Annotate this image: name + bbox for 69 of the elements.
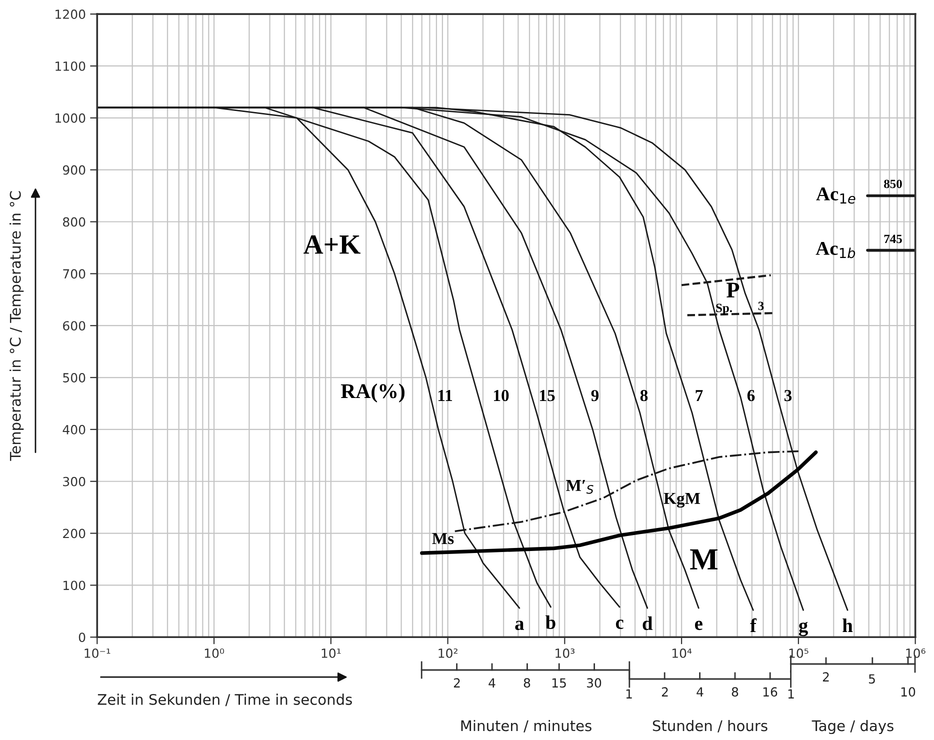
y-tick-label: 900 <box>62 165 86 175</box>
x-tick-label: 10⁴ <box>672 648 692 658</box>
annotation: 3 <box>784 390 792 402</box>
x-tick-label: 10⁵ <box>789 648 808 658</box>
annotation: 850 <box>884 180 902 188</box>
series-label: f <box>750 618 757 632</box>
annotation: 11 <box>438 390 452 402</box>
series-label: h <box>842 618 853 632</box>
series-label: a <box>515 620 524 630</box>
text: 8 <box>524 678 530 688</box>
series-label: c <box>616 620 624 630</box>
y-tick-label: 100 <box>64 580 86 590</box>
annotation: M′$_{S}$ <box>566 480 594 494</box>
annotation: 10 <box>494 390 509 402</box>
annotation: Ms <box>432 533 454 544</box>
y-tick-label: 1000 <box>56 113 86 123</box>
x-tick-label: 10⁻¹ <box>84 648 110 658</box>
annotation: 15 <box>540 390 555 402</box>
annotation: 8 <box>640 390 648 402</box>
text: 2 <box>454 678 460 688</box>
annotation: 745 <box>884 234 902 244</box>
text: 1 <box>626 689 632 698</box>
text: Tage / days <box>812 720 894 734</box>
annotation: Sp. <box>716 304 732 315</box>
annotation: KgM <box>664 492 700 508</box>
y-tick-label: 400 <box>62 424 86 434</box>
y-tick-label: 700 <box>63 269 86 279</box>
x-tick-label: 10⁶ <box>906 648 926 658</box>
text: 5 <box>868 674 875 684</box>
annotation: 6 <box>747 390 755 402</box>
text: 2 <box>822 672 829 682</box>
text: 15 <box>552 678 566 688</box>
y-tick-label: 800 <box>63 217 86 227</box>
series-label: d <box>642 616 653 630</box>
text: 8 <box>732 687 738 697</box>
y-tick-label: 1200 <box>56 10 86 19</box>
series-label: Ac$_{1b}$ <box>816 242 856 258</box>
y-tick-label: 200 <box>63 528 86 538</box>
y-tick-label: 500 <box>63 372 86 382</box>
annotation: P <box>726 282 740 298</box>
y-axis-title: Temperatur in °C / Temperature in °C <box>10 191 24 461</box>
annotation: RA(%) <box>340 384 404 402</box>
x-tick-label: 10¹ <box>322 648 341 658</box>
series-label: g <box>798 622 808 636</box>
text: 2 <box>662 687 668 696</box>
y-tick-label: 300 <box>63 476 86 486</box>
text: Minuten / minutes <box>461 720 592 732</box>
x-tick-label: 10² <box>438 648 458 658</box>
annotation: A+K <box>304 235 361 254</box>
annotation: 7 <box>696 390 703 402</box>
annotation: M <box>690 549 718 570</box>
text: 4 <box>696 687 704 696</box>
series-label: Ac$_{1e}$ <box>816 187 856 204</box>
y-tick-label: 600 <box>63 321 86 331</box>
text: 1 <box>788 689 794 698</box>
y-tick-label: 0 <box>78 632 86 642</box>
series-label: e <box>694 620 702 630</box>
text: 10 <box>901 687 916 697</box>
annotation: 3 <box>758 302 764 310</box>
y-tick-label: 1100 <box>56 61 86 71</box>
series-label: b <box>546 615 556 630</box>
x-tick-label: 10⁰ <box>204 648 224 658</box>
text: Stunden / hours <box>652 720 768 732</box>
text: 4 <box>488 678 496 688</box>
text: 16 <box>763 687 778 697</box>
annotation: 9 <box>591 390 599 402</box>
x-tick-label: 10³ <box>556 648 574 658</box>
text: 30 <box>587 678 602 688</box>
x-axis-title: Zeit in Sekunden / Time in seconds <box>98 694 352 706</box>
